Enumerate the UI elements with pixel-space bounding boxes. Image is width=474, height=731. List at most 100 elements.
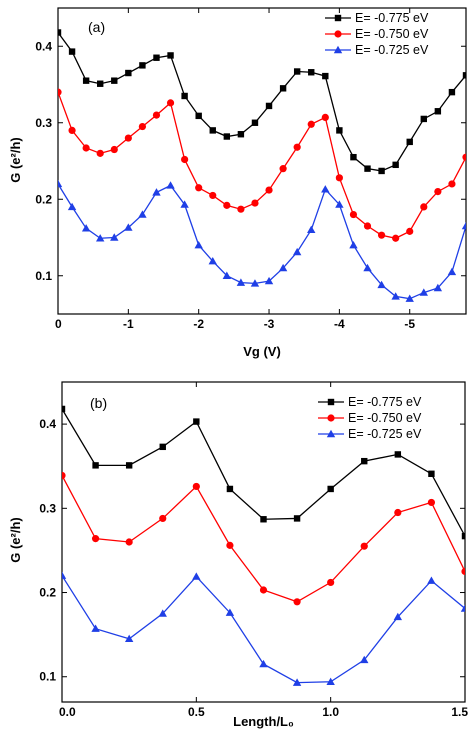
legend-label: E= -0.775 eV xyxy=(348,395,422,409)
series-circle xyxy=(62,471,465,606)
data-point xyxy=(360,655,369,664)
data-point xyxy=(292,247,302,256)
data-point xyxy=(350,153,357,161)
data-point xyxy=(393,612,403,621)
data-point xyxy=(335,200,344,208)
y-tick-label: 0.1 xyxy=(39,670,56,684)
data-point xyxy=(460,604,465,612)
data-point xyxy=(125,69,132,77)
data-point xyxy=(321,185,330,193)
data-point xyxy=(125,462,133,469)
data-point xyxy=(406,138,413,146)
x-axis-label: Length/L₀ xyxy=(233,714,294,729)
x-tick-label: 0.0 xyxy=(59,705,76,719)
data-point xyxy=(62,471,66,480)
data-point xyxy=(307,120,315,128)
legend-label: E= -0.725 eV xyxy=(355,43,429,57)
data-point xyxy=(181,92,188,100)
data-point xyxy=(195,112,202,120)
data-point xyxy=(125,538,133,546)
legend-label: E= -0.750 eV xyxy=(355,27,429,41)
data-point xyxy=(237,131,245,138)
data-point xyxy=(237,205,245,213)
data-point xyxy=(420,203,428,211)
data-point xyxy=(392,234,400,242)
y-tick-label: 0.4 xyxy=(39,417,56,431)
data-point xyxy=(159,514,167,523)
data-point xyxy=(361,457,368,465)
data-point xyxy=(96,234,105,242)
data-point xyxy=(433,283,443,292)
data-point xyxy=(208,257,217,265)
data-point xyxy=(377,231,386,239)
x-tick-label: 1.0 xyxy=(322,705,339,719)
data-point xyxy=(209,191,217,200)
data-point xyxy=(192,572,201,580)
data-point xyxy=(226,485,234,493)
data-point xyxy=(82,77,90,84)
y-axis-label: G (e²/h) xyxy=(8,137,23,183)
x-tick-label: -2 xyxy=(193,317,204,331)
panel-label: (a) xyxy=(88,19,105,35)
y-tick-label: 0.2 xyxy=(35,192,52,206)
data-point xyxy=(110,145,118,154)
x-tick-label: -5 xyxy=(404,317,415,331)
data-point xyxy=(195,184,203,192)
legend-marker xyxy=(334,14,342,22)
data-point xyxy=(321,113,329,121)
data-point xyxy=(427,576,436,584)
data-point xyxy=(336,127,343,134)
data-point xyxy=(434,108,442,115)
x-tick-label: 0 xyxy=(55,317,62,331)
data-point xyxy=(434,188,442,196)
data-point xyxy=(406,227,414,235)
x-tick-label: 1.5 xyxy=(451,705,468,719)
data-point xyxy=(420,115,427,123)
data-point xyxy=(251,199,259,207)
plot-frame xyxy=(57,7,467,315)
data-point xyxy=(293,515,301,522)
series-square xyxy=(58,29,466,175)
data-point xyxy=(110,233,119,241)
data-point xyxy=(166,181,175,189)
data-point xyxy=(97,80,104,87)
panel-b: 0.0 0.5 1.0 1.5 0.1 0.2 0.3 0.4 Length/L₀ G (e²/h… xyxy=(8,381,468,729)
legend-marker xyxy=(327,414,335,422)
data-point xyxy=(138,122,147,131)
data-point xyxy=(259,586,268,594)
panel-a: 0 -1 -2 -3 -4 -5 0.1 0.2 0.3 0.4 Vg (V) G (e²/h) (a)… xyxy=(8,7,467,359)
data-point xyxy=(461,532,465,540)
legend-label: E= -0.725 eV xyxy=(348,427,422,441)
data-point xyxy=(226,541,234,549)
data-point xyxy=(427,498,436,507)
data-point xyxy=(58,29,62,36)
data-point xyxy=(111,77,118,84)
data-point xyxy=(82,144,90,152)
data-point xyxy=(68,48,76,55)
data-point xyxy=(158,609,167,617)
data-point xyxy=(360,542,368,550)
data-point xyxy=(364,165,371,172)
data-point xyxy=(250,279,260,287)
data-point xyxy=(265,102,273,110)
data-point xyxy=(327,485,334,493)
data-point xyxy=(92,462,99,469)
data-point xyxy=(293,68,301,75)
data-point xyxy=(152,188,161,196)
y-tick-label: 0.2 xyxy=(39,586,56,600)
data-point xyxy=(68,126,76,134)
data-point xyxy=(62,571,67,579)
data-point xyxy=(167,52,174,59)
data-point xyxy=(461,567,465,576)
data-point xyxy=(326,677,335,685)
data-point xyxy=(223,133,231,140)
plot-frame xyxy=(61,381,466,703)
data-point xyxy=(461,221,466,230)
data-point xyxy=(448,180,456,188)
data-point xyxy=(462,72,466,79)
data-point xyxy=(152,111,161,119)
data-point xyxy=(180,200,189,208)
data-point xyxy=(308,69,315,76)
series-triangle xyxy=(62,571,465,686)
data-point xyxy=(378,167,385,175)
